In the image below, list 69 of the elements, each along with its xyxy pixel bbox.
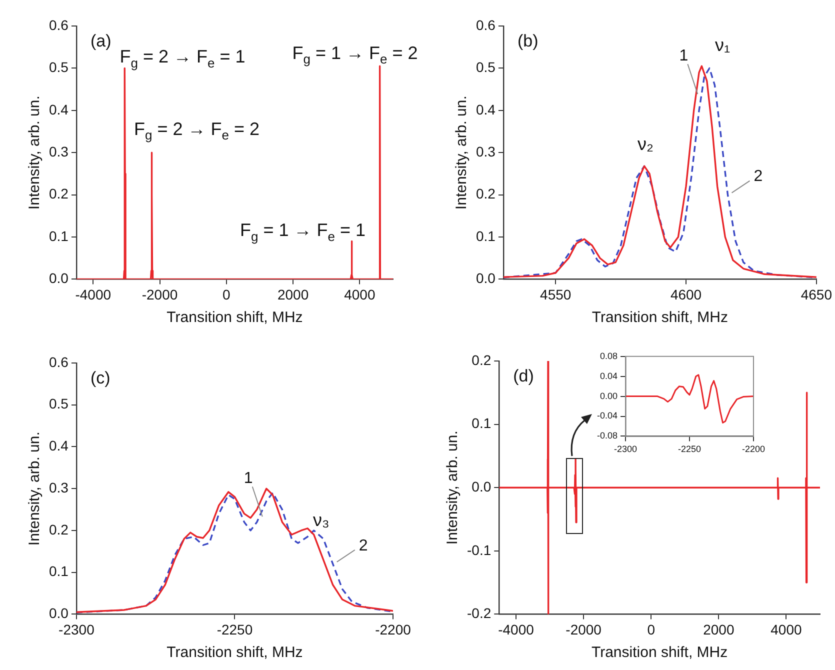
annotation: ν₃ bbox=[312, 510, 330, 530]
y-tick-label: 0.6 bbox=[48, 16, 69, 33]
y-tick-label: -0.2 bbox=[467, 605, 492, 622]
y-tick-label: 0.3 bbox=[476, 143, 496, 160]
annotation: (c) bbox=[90, 368, 110, 388]
x-axis-title: Transition shift, MHz bbox=[591, 644, 728, 662]
x-axis-title: Transition shift, MHz bbox=[166, 644, 303, 662]
y-axis-title: Intensity, arb. un. bbox=[453, 96, 470, 210]
y-tick-label: 0.1 bbox=[472, 415, 492, 432]
x-axis-title: Transition shift, MHz bbox=[166, 309, 303, 326]
y-tick-label: 0.0 bbox=[476, 270, 496, 286]
series-label: 2 bbox=[358, 537, 368, 554]
y-tick-label: 0.5 bbox=[48, 59, 69, 76]
x-tick-label: -2000 bbox=[142, 286, 178, 302]
y-tick-label: 0.1 bbox=[476, 228, 496, 244]
y-axis-title: Intensity, arb. un. bbox=[26, 432, 44, 546]
y-tick-label: 0.1 bbox=[48, 228, 69, 244]
y-tick-label: 0.6 bbox=[48, 354, 69, 370]
y-tick-label: 0.3 bbox=[48, 143, 69, 160]
y-tick-label: 0.08 bbox=[600, 350, 618, 361]
x-tick-label: 0 bbox=[222, 286, 231, 302]
x-tick-label: -4000 bbox=[75, 286, 112, 302]
series-label: 2 bbox=[754, 168, 763, 186]
y-tick-label: 0.5 bbox=[476, 59, 496, 76]
annotation: (a) bbox=[90, 32, 112, 51]
x-tick-label: 4550 bbox=[540, 286, 572, 302]
series-label: 1 bbox=[244, 470, 253, 488]
annotation: ν₂ bbox=[638, 134, 654, 154]
y-tick-label: 0.6 bbox=[476, 16, 496, 33]
y-tick-label: 0.0 bbox=[472, 478, 492, 494]
x-tick-label: -2300 bbox=[58, 621, 95, 638]
y-tick-label: 0.2 bbox=[48, 521, 69, 538]
annotation: (d) bbox=[513, 366, 534, 386]
y-tick-label: 0.0 bbox=[48, 605, 69, 622]
x-tick-label: -2250 bbox=[216, 621, 253, 638]
x-tick-label: -2200 bbox=[375, 621, 412, 638]
y-tick-label: 0.00 bbox=[600, 390, 618, 401]
x-tick-label: 0 bbox=[647, 621, 656, 638]
y-tick-label: 0.2 bbox=[48, 186, 69, 202]
x-tick-label: 4650 bbox=[800, 286, 832, 302]
y-axis-title: Intensity, arb. un. bbox=[26, 96, 44, 210]
x-tick-label: 4600 bbox=[670, 286, 702, 302]
y-tick-label: 0.4 bbox=[48, 438, 69, 454]
x-tick-label: -2300 bbox=[614, 444, 638, 454]
y-tick-label: 0.2 bbox=[476, 186, 496, 202]
y-tick-label: 0.4 bbox=[48, 101, 69, 118]
x-tick-label: -2250 bbox=[678, 444, 702, 454]
y-tick-label: 0.5 bbox=[48, 396, 69, 412]
series-label: 1 bbox=[679, 47, 688, 64]
y-axis-title: Intensity, arb. un. bbox=[444, 430, 462, 545]
annotation: (b) bbox=[517, 32, 538, 51]
y-tick-label: -0.04 bbox=[597, 410, 618, 421]
x-tick-label: 4000 bbox=[344, 286, 376, 302]
y-tick-label: -0.1 bbox=[467, 542, 492, 558]
y-tick-label: -0.08 bbox=[597, 430, 618, 441]
x-tick-label: 4000 bbox=[770, 621, 802, 638]
y-tick-label: 0.1 bbox=[48, 563, 69, 580]
x-tick-label: -4000 bbox=[498, 621, 534, 638]
x-tick-label: 2000 bbox=[703, 621, 734, 638]
y-tick-label: 0.04 bbox=[600, 370, 618, 381]
y-tick-label: 0.3 bbox=[48, 479, 69, 496]
y-tick-label: 0.2 bbox=[472, 352, 492, 368]
y-tick-label: 0.4 bbox=[476, 101, 496, 118]
x-tick-label: -2200 bbox=[742, 444, 766, 454]
x-axis-title: Transition shift, MHz bbox=[592, 309, 728, 326]
annotation: ν₁ bbox=[715, 35, 730, 56]
x-tick-label: 2000 bbox=[277, 286, 309, 302]
y-tick-label: 0.0 bbox=[48, 270, 69, 286]
x-tick-label: -2000 bbox=[566, 621, 602, 638]
